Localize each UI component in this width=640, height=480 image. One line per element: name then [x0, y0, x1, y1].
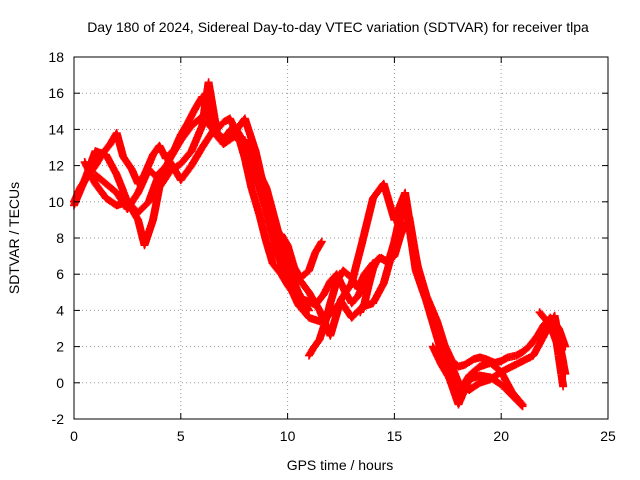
data-marks-track-8	[428, 342, 527, 409]
data-series-track-7	[356, 208, 405, 317]
y-tick-label: 0	[56, 375, 64, 391]
y-tick-label: -2	[52, 411, 65, 427]
data-points	[70, 78, 570, 411]
data-series-track-8	[428, 342, 527, 409]
y-tick-label: 6	[56, 266, 64, 282]
y-axis-title: SDTVAR / TECUs	[6, 182, 22, 294]
x-tick-label: 10	[280, 428, 296, 444]
x-tick-label: 5	[177, 428, 185, 444]
x-tick-label: 0	[70, 428, 78, 444]
data-marks-track-2	[80, 78, 527, 411]
data-series-track-9	[535, 308, 568, 391]
chart-title: Day 180 of 2024, Sidereal Day-to-day VTE…	[87, 19, 589, 35]
axis-ticks: 0 5 10 15 20 25 -2 0 2 4 6 8 10 12 14 16 18	[48, 49, 616, 444]
y-tick-label: 8	[56, 230, 64, 246]
data-series-track-6	[305, 259, 377, 360]
y-tick-label: 10	[48, 194, 64, 210]
y-tick-label: 12	[48, 158, 64, 174]
y-tick-label: 18	[48, 49, 64, 65]
grid-lines	[74, 57, 608, 419]
y-tick-label: 4	[56, 302, 64, 318]
data-marks-track-7	[356, 208, 405, 317]
y-tick-label: 14	[48, 121, 64, 137]
y-tick-label: 16	[48, 85, 64, 101]
x-tick-label: 20	[493, 428, 509, 444]
data-marks-track-9	[535, 308, 568, 391]
x-tick-label: 25	[600, 428, 616, 444]
x-tick-label: 15	[387, 428, 403, 444]
data-series-track-5	[277, 230, 326, 282]
data-series-track-2	[80, 78, 527, 411]
x-axis-title: GPS time / hours	[287, 457, 394, 473]
data-marks-track-5	[277, 230, 326, 282]
y-tick-label: 2	[56, 339, 64, 355]
data-marks-track-6	[305, 259, 377, 360]
